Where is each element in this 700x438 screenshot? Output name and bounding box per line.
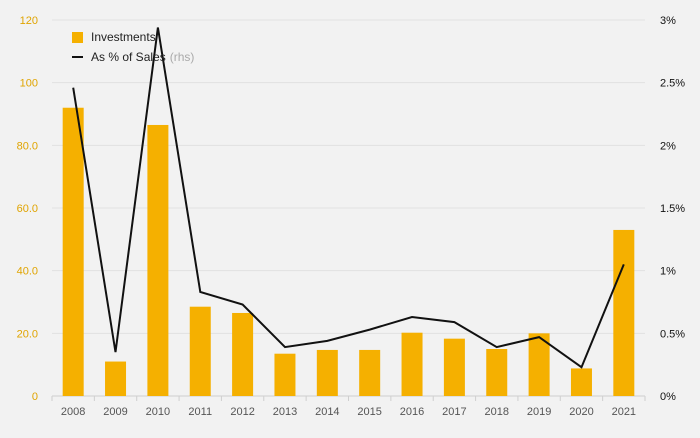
right-tick-label: 3%: [660, 15, 676, 27]
right-tick-label: 2.5%: [660, 78, 685, 90]
right-tick-label: 2%: [660, 140, 676, 152]
x-tick-label: 2010: [146, 406, 170, 418]
x-tick-label: 2020: [569, 406, 593, 418]
bar-2018: [486, 349, 507, 396]
left-tick-label: 120: [20, 15, 38, 27]
x-tick-label: 2019: [527, 406, 551, 418]
bar-2017: [444, 339, 465, 396]
legend-item-pct-sales: As % of Sales (rhs): [72, 47, 194, 67]
x-tick-label: 2014: [315, 406, 339, 418]
bar-2011: [190, 307, 211, 396]
right-tick-label: 1%: [660, 266, 676, 278]
bar-2015: [359, 350, 380, 396]
x-tick-label: 2017: [442, 406, 466, 418]
legend-item-investments: Investments: [72, 27, 194, 47]
bar-2020: [571, 368, 592, 396]
x-tick-label: 2018: [485, 406, 509, 418]
bar-2010: [147, 125, 168, 396]
legend: Investments As % of Sales (rhs): [72, 27, 194, 67]
bar-2014: [317, 350, 338, 396]
x-tick-label: 2021: [612, 406, 636, 418]
left-tick-label: 0: [32, 391, 38, 403]
right-tick-label: 0%: [660, 391, 676, 403]
left-tick-label: 100: [20, 78, 38, 90]
right-tick-label: 0.5%: [660, 328, 685, 340]
left-tick-label: 80.0: [17, 140, 38, 152]
bar-2016: [402, 333, 423, 396]
legend-line-swatch: [72, 56, 83, 58]
bar-2009: [105, 362, 126, 396]
x-tick-label: 2009: [103, 406, 127, 418]
left-tick-label: 60.0: [17, 203, 38, 215]
left-tick-label: 20.0: [17, 328, 38, 340]
right-tick-label: 1.5%: [660, 203, 685, 215]
x-tick-label: 2015: [357, 406, 381, 418]
legend-label-pct-sales: As % of Sales: [91, 50, 166, 64]
left-tick-label: 40.0: [17, 266, 38, 278]
bar-2008: [63, 108, 84, 396]
bar-2021: [613, 230, 634, 396]
bar-2012: [232, 313, 253, 396]
legend-label-investments: Investments: [91, 30, 156, 44]
x-tick-label: 2012: [230, 406, 254, 418]
x-tick-label: 2016: [400, 406, 424, 418]
legend-note-rhs: (rhs): [170, 50, 195, 64]
x-tick-label: 2008: [61, 406, 85, 418]
x-tick-label: 2011: [188, 406, 212, 418]
x-tick-label: 2013: [273, 406, 297, 418]
bar-2013: [274, 354, 295, 396]
legend-bar-swatch: [72, 32, 83, 43]
